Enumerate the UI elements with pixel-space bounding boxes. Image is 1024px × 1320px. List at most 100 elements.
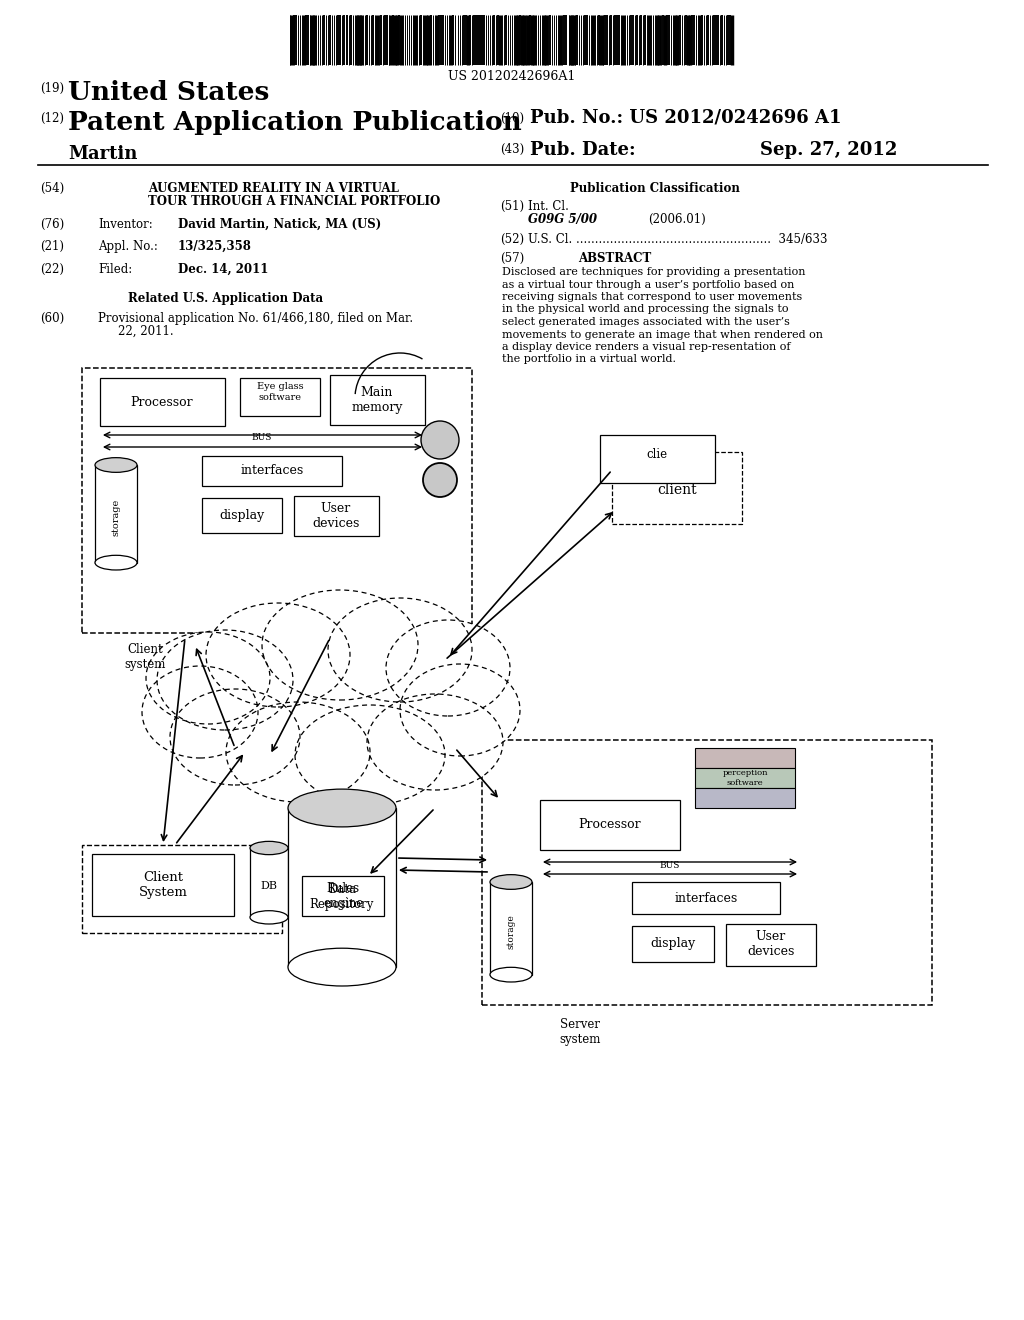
Bar xyxy=(302,876,384,916)
Text: storage: storage xyxy=(507,915,515,949)
Ellipse shape xyxy=(288,948,396,986)
Bar xyxy=(726,924,816,966)
Bar xyxy=(695,768,795,788)
Text: a display device renders a visual rep-resentation of: a display device renders a visual rep-re… xyxy=(502,342,791,352)
Bar xyxy=(482,741,932,1005)
Bar xyxy=(240,378,319,416)
Text: Rules
engine: Rules engine xyxy=(323,882,364,909)
Bar xyxy=(288,808,396,968)
Text: David Martin, Natick, MA (US): David Martin, Natick, MA (US) xyxy=(178,218,381,231)
Text: client: client xyxy=(657,483,696,498)
Text: receiving signals that correspond to user movements: receiving signals that correspond to use… xyxy=(502,292,802,302)
Text: Processor: Processor xyxy=(579,818,641,832)
Bar xyxy=(632,927,714,962)
Text: BUS: BUS xyxy=(659,861,680,870)
Bar xyxy=(600,436,715,483)
Text: clie: clie xyxy=(646,449,668,462)
Text: Filed:: Filed: xyxy=(98,263,132,276)
Text: display: display xyxy=(219,508,264,521)
Text: Related U.S. Application Data: Related U.S. Application Data xyxy=(128,292,324,305)
Text: User
devices: User devices xyxy=(312,502,359,531)
Text: Inventor:: Inventor: xyxy=(98,218,153,231)
Text: as a virtual tour through a user’s portfolio based on: as a virtual tour through a user’s portf… xyxy=(502,280,795,289)
Text: Martin: Martin xyxy=(68,145,137,162)
Ellipse shape xyxy=(288,789,396,826)
Text: (12): (12) xyxy=(40,112,63,125)
Bar xyxy=(250,847,288,917)
Ellipse shape xyxy=(421,421,459,459)
Text: Publication Classification: Publication Classification xyxy=(570,182,740,195)
Bar xyxy=(82,845,282,933)
Ellipse shape xyxy=(367,694,503,789)
Text: Processor: Processor xyxy=(131,396,194,408)
Ellipse shape xyxy=(490,968,532,982)
Text: G09G 5/00: G09G 5/00 xyxy=(528,213,597,226)
Text: Appl. No.:: Appl. No.: xyxy=(98,240,158,253)
Ellipse shape xyxy=(328,598,472,702)
Ellipse shape xyxy=(295,705,445,805)
Bar xyxy=(540,800,680,850)
Text: US 20120242696A1: US 20120242696A1 xyxy=(449,70,575,83)
Text: (2006.01): (2006.01) xyxy=(648,213,706,226)
Text: interfaces: interfaces xyxy=(241,465,304,478)
Bar xyxy=(612,451,742,524)
Text: (21): (21) xyxy=(40,240,63,253)
Ellipse shape xyxy=(95,458,137,473)
Bar xyxy=(82,368,472,634)
Bar xyxy=(695,748,795,768)
Bar xyxy=(330,375,425,425)
Text: Pub. Date:: Pub. Date: xyxy=(530,141,636,158)
Text: movements to generate an image that when rendered on: movements to generate an image that when… xyxy=(502,330,823,339)
Ellipse shape xyxy=(490,875,532,890)
Bar xyxy=(202,498,282,533)
Text: (54): (54) xyxy=(40,182,65,195)
Ellipse shape xyxy=(250,841,288,854)
Text: the portfolio in a virtual world.: the portfolio in a virtual world. xyxy=(502,355,676,364)
Text: Patent Application Publication: Patent Application Publication xyxy=(68,110,522,135)
Text: (22): (22) xyxy=(40,263,63,276)
Text: Eye glass
software: Eye glass software xyxy=(257,383,303,401)
Text: Dec. 14, 2011: Dec. 14, 2011 xyxy=(178,263,268,276)
Text: AUGMENTED REALITY IN A VIRTUAL: AUGMENTED REALITY IN A VIRTUAL xyxy=(148,182,399,195)
Text: Client
System: Client System xyxy=(138,871,187,899)
Text: in the physical world and processing the signals to: in the physical world and processing the… xyxy=(502,305,788,314)
Text: (51): (51) xyxy=(500,201,524,213)
Text: Pub. No.: US 2012/0242696 A1: Pub. No.: US 2012/0242696 A1 xyxy=(530,110,842,127)
Text: Sep. 27, 2012: Sep. 27, 2012 xyxy=(760,141,897,158)
Text: ABSTRACT: ABSTRACT xyxy=(579,252,651,265)
Text: (10): (10) xyxy=(500,112,524,125)
Text: interfaces: interfaces xyxy=(675,891,737,904)
Text: (19): (19) xyxy=(40,82,65,95)
Text: 22, 2011.: 22, 2011. xyxy=(118,325,174,338)
Text: storage: storage xyxy=(112,499,121,536)
Ellipse shape xyxy=(250,911,288,924)
Text: Disclosed are techniques for providing a presentation: Disclosed are techniques for providing a… xyxy=(502,267,806,277)
Bar xyxy=(632,882,780,913)
Text: Main
memory: Main memory xyxy=(351,385,402,414)
Ellipse shape xyxy=(386,620,510,715)
Text: Int. Cl.: Int. Cl. xyxy=(528,201,569,213)
Bar xyxy=(100,378,225,426)
Text: 13/325,358: 13/325,358 xyxy=(178,240,252,253)
Text: User
devices: User devices xyxy=(748,931,795,958)
Bar xyxy=(490,882,532,974)
Text: display: display xyxy=(650,937,695,950)
Ellipse shape xyxy=(226,702,370,803)
Text: Client
system: Client system xyxy=(124,643,166,671)
Ellipse shape xyxy=(423,463,457,498)
Ellipse shape xyxy=(95,556,137,570)
Text: (60): (60) xyxy=(40,312,65,325)
Text: Provisional application No. 61/466,180, filed on Mar.: Provisional application No. 61/466,180, … xyxy=(98,312,413,325)
Text: Server
system: Server system xyxy=(559,1018,601,1045)
Text: TOUR THROUGH A FINANCIAL PORTFOLIO: TOUR THROUGH A FINANCIAL PORTFOLIO xyxy=(148,195,440,209)
Bar xyxy=(695,788,795,808)
Bar xyxy=(95,465,137,562)
Text: United States: United States xyxy=(68,81,269,106)
Ellipse shape xyxy=(146,632,270,723)
Bar xyxy=(294,496,379,536)
Text: DB: DB xyxy=(260,880,278,891)
Ellipse shape xyxy=(142,667,258,758)
Ellipse shape xyxy=(170,689,300,785)
Text: (43): (43) xyxy=(500,143,524,156)
Ellipse shape xyxy=(157,630,293,730)
